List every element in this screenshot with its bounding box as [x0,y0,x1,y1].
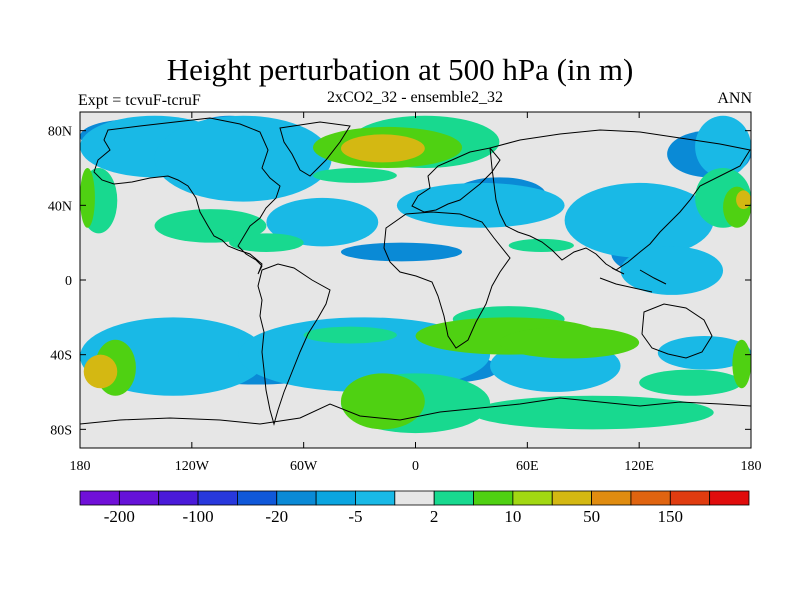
colorbar-swatch [118,490,160,506]
contour-region [266,197,379,247]
colorbar-label: 2 [430,507,439,526]
experiment-label: Expt = tcvuF-tcruF [78,92,201,109]
colorbar-swatch [591,490,632,506]
coastline-europe [411,147,501,213]
colorbar-label: -100 [182,507,213,526]
lon-tick-label: 180 [741,459,762,474]
contour-region [154,209,267,243]
contour-region [695,115,751,178]
lon-tick-label: 180 [70,459,91,474]
contour-region [83,354,118,389]
lat-tick-label: 80N [48,125,72,140]
contour-region [340,242,463,262]
colorbar-label: -20 [265,507,288,526]
contour-region [303,326,397,344]
coastline-asia [489,129,751,271]
colorbar-swatch [237,490,278,506]
contour-region [396,182,565,228]
coastline-australia [641,303,713,359]
ensemble-label: 2xCO2_32 - ensemble2_32 [327,89,503,106]
contour-region [80,168,95,228]
coastline-africa [383,211,511,349]
lon-tick-label: 120E [624,459,654,474]
colorbar-swatch [276,490,317,506]
contour-region [229,233,304,253]
colorbar-label: 50 [583,507,600,526]
contour-region [340,134,425,163]
colorbar-swatch [355,490,396,506]
lon-tick-label: 60W [290,459,318,474]
colorbar-swatch [433,490,474,506]
contour-region [736,190,751,210]
longitude-axis: 180 120W 60W 0 60E 120E 180 [70,112,762,474]
colorbar-swatch [473,490,514,506]
colorbar-swatch [630,490,671,506]
coastline-north-america [93,117,281,275]
coastline-indonesia [599,267,667,293]
lat-tick-label: 40N [48,199,72,214]
colorbar-swatch [158,490,199,506]
contour-region [657,336,751,370]
lon-tick-label: 0 [412,459,419,474]
contour-region [732,339,751,389]
colorbar-swatch [315,490,356,506]
contour-region [471,395,714,430]
season-label: ANN [717,90,752,107]
colorbar-swatch [512,490,553,506]
chart-title: Height perturbation at 500 hPa (in m) [166,52,634,87]
lat-tick-label: 0 [65,274,72,289]
colorbar-swatch [709,490,750,506]
lon-tick-label: 120W [175,459,210,474]
colorbar-swatch [197,490,238,506]
coastline-layer [80,117,751,426]
coastline-antarctica [80,397,751,425]
colorbar-label: 150 [658,507,684,526]
contour-region [620,246,724,295]
lon-tick-label: 60E [516,459,539,474]
contour-region [312,168,397,183]
contour-region [639,369,742,396]
colorbar-label: 10 [504,507,521,526]
contour-region [508,238,574,252]
colorbar-swatch [394,490,435,506]
contour-region [340,373,425,430]
contour-region [564,182,714,258]
colorbar-label: -5 [348,507,362,526]
colorbar-swatch [79,490,120,506]
contour-fill-layer [80,115,751,434]
colorbar-swatch [551,490,592,506]
lat-tick-label: 40S [50,349,72,364]
coastline-south-america [257,263,331,426]
colorbar: -200 -100 -20 -5 2 10 50 150 [79,490,750,526]
contour-region [154,115,332,202]
colorbar-swatch [669,490,711,506]
lat-tick-label: 80S [50,423,72,438]
contour-region [499,326,640,359]
coastline-greenland [279,121,351,177]
colorbar-label: -200 [104,507,135,526]
latitude-axis: 80N 40N 0 40S 80S [48,125,751,438]
